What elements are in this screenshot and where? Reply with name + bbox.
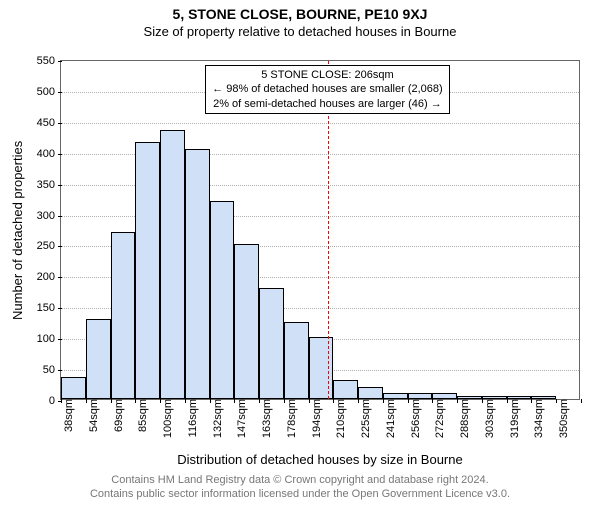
- annotation-line: ← 98% of detached houses are smaller (2,…: [212, 82, 443, 96]
- x-tick-label: 210sqm: [329, 399, 347, 438]
- histogram-bar: [135, 142, 160, 399]
- x-tick-label: 85sqm: [131, 399, 149, 432]
- x-tick-label: 194sqm: [305, 399, 323, 438]
- histogram-bar: [259, 288, 284, 399]
- y-tick-label: 400: [37, 148, 61, 160]
- x-tick-label: 38sqm: [57, 399, 75, 432]
- histogram-bar: [309, 337, 334, 399]
- chart-area: 05010015020025030035040045050055038sqm54…: [60, 60, 580, 400]
- y-tick-label: 150: [37, 302, 61, 314]
- histogram-bar: [86, 319, 111, 399]
- x-axis-label: Distribution of detached houses by size …: [60, 452, 580, 467]
- annotation-line: 2% of semi-detached houses are larger (4…: [212, 97, 443, 111]
- histogram-bar: [111, 232, 136, 399]
- histogram-bar: [185, 149, 210, 399]
- y-tick-label: 200: [37, 271, 61, 283]
- x-tick-label: 241sqm: [379, 399, 397, 438]
- x-tick-label: 288sqm: [453, 399, 471, 438]
- y-tick-label: 100: [37, 333, 61, 345]
- histogram-bar: [284, 322, 309, 399]
- x-tick-label: 163sqm: [255, 399, 273, 438]
- x-tick-label: 69sqm: [107, 399, 125, 432]
- x-tick-label: 303sqm: [478, 399, 496, 438]
- plot-region: 05010015020025030035040045050055038sqm54…: [60, 60, 580, 400]
- x-tick-label: 272sqm: [428, 399, 446, 438]
- x-tick-label: 319sqm: [503, 399, 521, 438]
- y-tick-label: 550: [37, 55, 61, 67]
- y-tick-label: 300: [37, 210, 61, 222]
- x-tick-label: 334sqm: [527, 399, 545, 438]
- x-tick-label: 116sqm: [181, 399, 199, 437]
- histogram-bar: [333, 380, 358, 399]
- chart-subtitle: Size of property relative to detached ho…: [0, 24, 600, 39]
- y-axis-label: Number of detached properties: [10, 140, 25, 319]
- x-tick-label: 147sqm: [230, 399, 248, 438]
- gridline: [61, 123, 579, 124]
- y-tick-label: 450: [37, 117, 61, 129]
- y-tick-label: 500: [37, 86, 61, 98]
- annotation-box: 5 STONE CLOSE: 206sqm← 98% of detached h…: [205, 65, 450, 114]
- x-tick-label: 132sqm: [206, 399, 224, 438]
- histogram-bar: [61, 377, 86, 399]
- footer-line-2: Contains public sector information licen…: [0, 488, 600, 500]
- histogram-bar: [234, 244, 259, 399]
- chart-title: 5, STONE CLOSE, BOURNE, PE10 9XJ: [0, 6, 600, 22]
- x-tick-label: 178sqm: [280, 399, 298, 438]
- y-tick-label: 50: [43, 364, 61, 376]
- histogram-bar: [210, 201, 235, 399]
- annotation-line: 5 STONE CLOSE: 206sqm: [212, 68, 443, 82]
- footer-line-1: Contains HM Land Registry data © Crown c…: [0, 474, 600, 486]
- x-tick-label: 350sqm: [552, 399, 570, 438]
- y-tick-label: 350: [37, 179, 61, 191]
- histogram-bar: [160, 130, 185, 399]
- x-tick-label: 256sqm: [404, 399, 422, 438]
- x-tick-mark: [581, 399, 582, 403]
- x-tick-label: 225sqm: [354, 399, 372, 438]
- y-tick-label: 250: [37, 240, 61, 252]
- x-tick-label: 54sqm: [82, 399, 100, 432]
- x-tick-label: 100sqm: [156, 399, 174, 438]
- histogram-bar: [358, 387, 383, 399]
